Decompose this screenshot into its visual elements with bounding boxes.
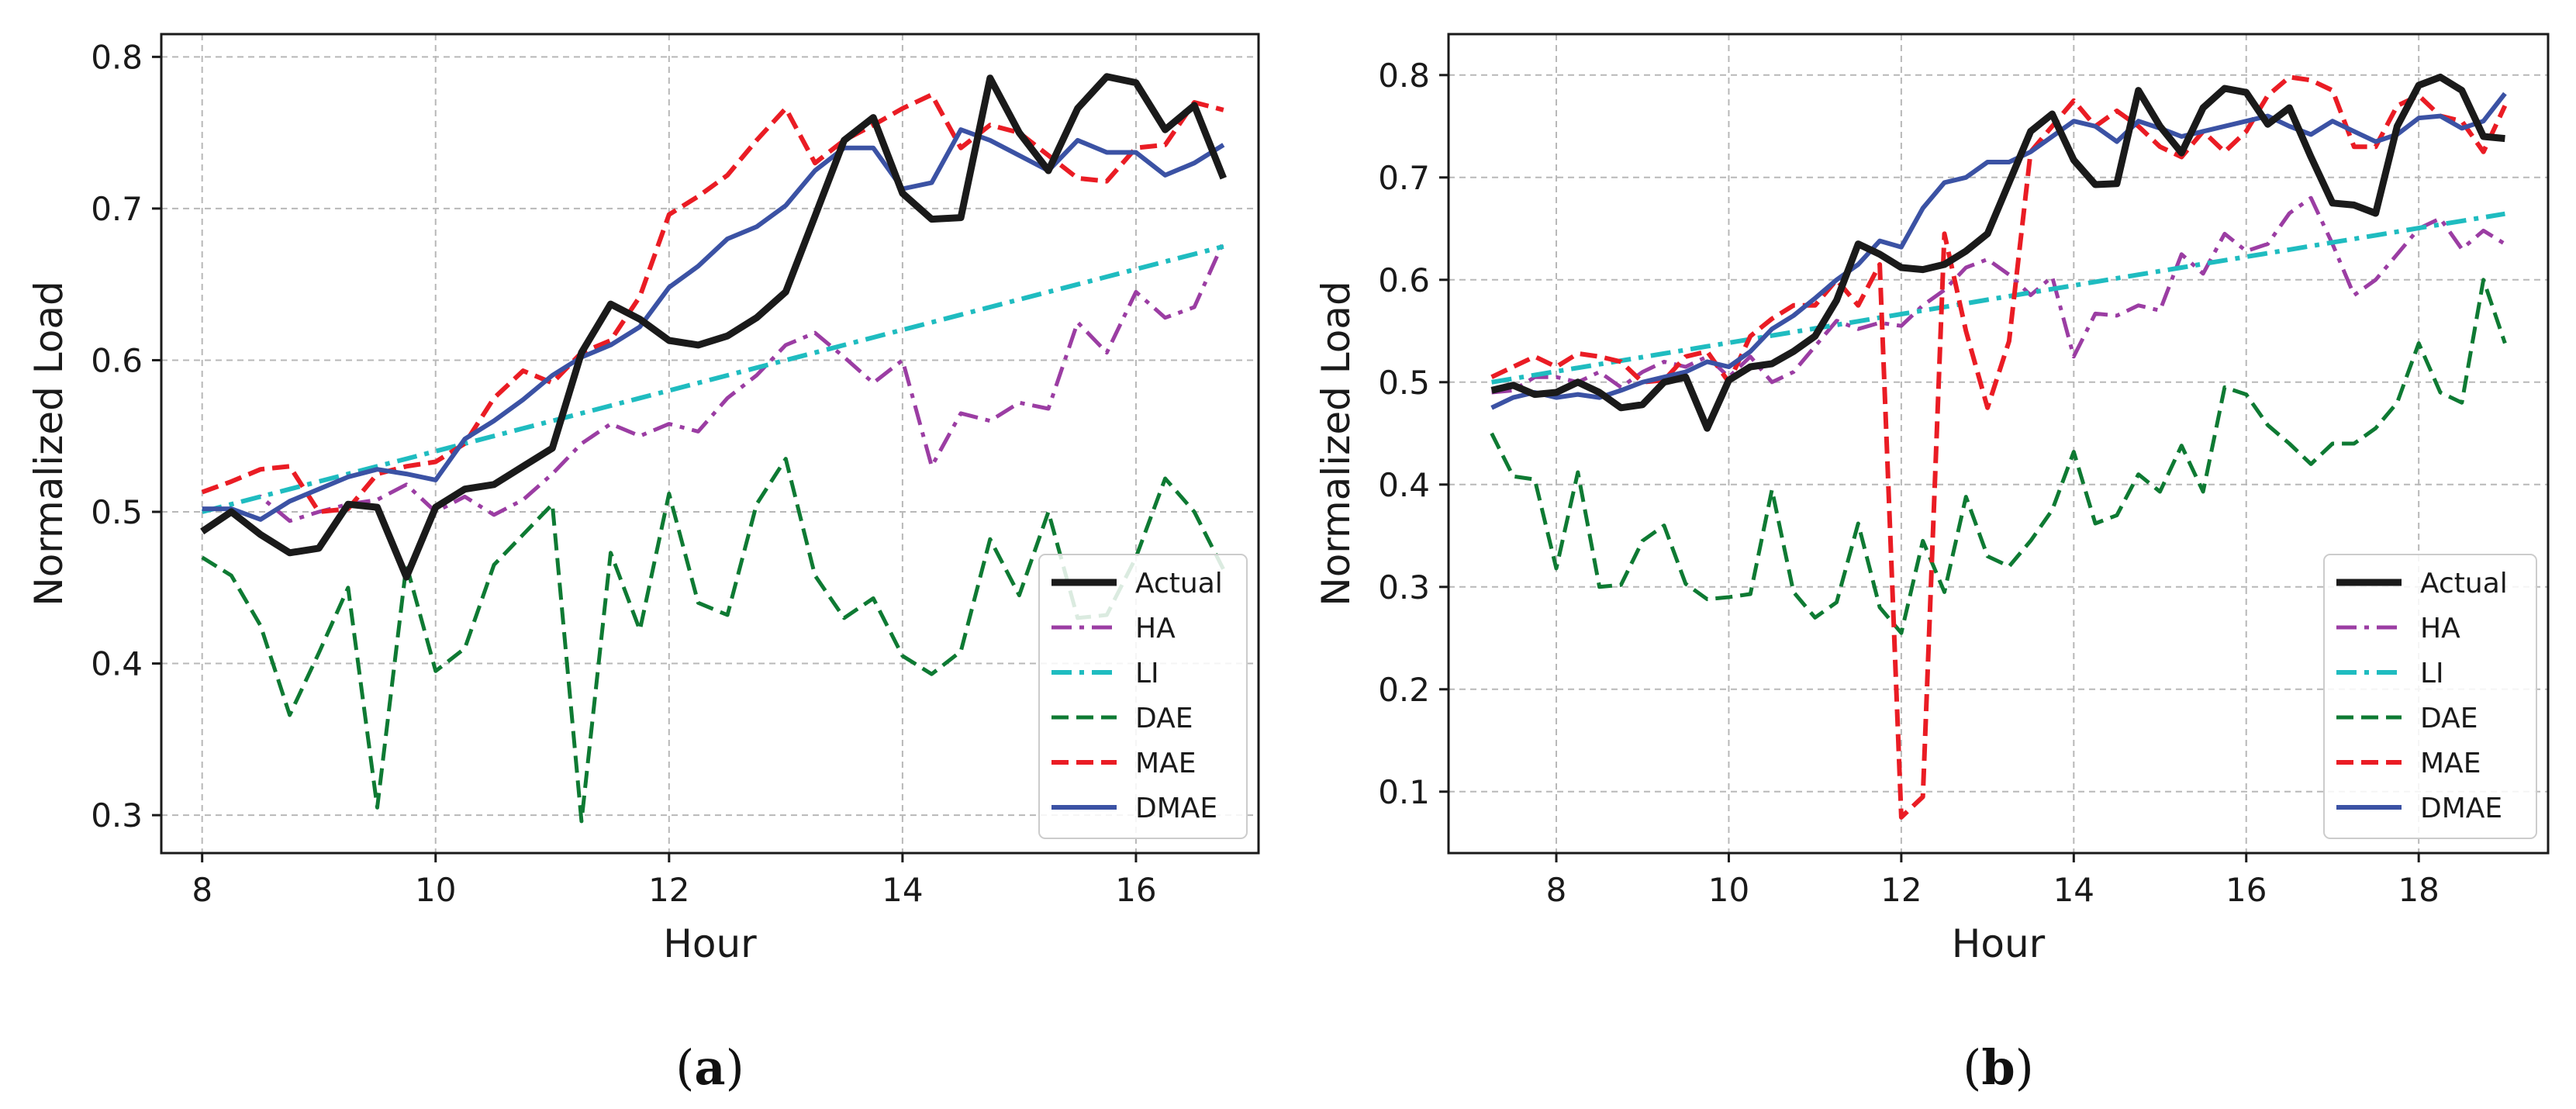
panel-b-series-dae-line <box>1490 278 2507 635</box>
panel-b-y-tick-label: 0.7 <box>1378 159 1430 197</box>
panel-a-y-tick-label: 0.3 <box>91 796 143 834</box>
panel-a-legend: Actual HA LI DAE MAE DMAE <box>1038 554 1248 839</box>
panel-b-caption: (b) <box>1963 1039 2034 1096</box>
panel-a-x-tick-label: 12 <box>648 871 689 909</box>
panel-a-ticks: 8 10 12 14 16 0.3 0.4 0.5 0.6 0.7 0.8 <box>91 38 1156 909</box>
panel-a-series-dae-line <box>201 457 1226 824</box>
panel-b-ticks: 8 10 12 14 16 18 0.1 0.2 0.3 0.4 0.5 0.6 0.7 0.8 <box>1378 57 2440 909</box>
panel-a-series-actual-line <box>200 73 1227 581</box>
panel-a-legend-mae-label: MAE <box>1135 748 1196 779</box>
panel-a-y-tick-label: 0.6 <box>91 341 143 379</box>
panel-b-series <box>1490 73 2508 820</box>
panel-b-legend-dmae-label: DMAE <box>2420 793 2502 824</box>
panel-a-y-tick-label: 0.8 <box>91 38 143 76</box>
panel-b-y-tick-label: 0.3 <box>1378 568 1430 606</box>
panel-b-series-ha-line <box>1491 195 2506 395</box>
panel-a-legend-actual-label: Actual <box>1135 568 1223 599</box>
panel-a-legend-dae-label: DAE <box>1135 703 1193 734</box>
panel-b-y-tick-label: 0.8 <box>1378 57 1430 95</box>
panel-a-x-tick-label: 10 <box>415 871 456 909</box>
panel-a-legend-ha-label: HA <box>1135 613 1176 644</box>
panel-b-series-dmae-line <box>1490 92 2507 410</box>
panel-a-y-tick-label: 0.4 <box>91 645 143 683</box>
panel-a-x-tick-label: 14 <box>882 871 923 909</box>
panel-b-y-tick-label: 0.5 <box>1378 364 1430 402</box>
panel-b-y-axis-label: Normalized Load <box>1314 281 1359 606</box>
panel-b-legend: Actual HA LI DAE MAE DMAE <box>2323 554 2537 839</box>
panel-a-x-axis-label: Hour <box>663 921 757 966</box>
panel-b-y-tick-label: 0.1 <box>1378 773 1430 811</box>
panel-a-series-ha-line <box>202 240 1226 523</box>
panel-a: 8 10 12 14 16 0.3 0.4 0.5 0.6 0.7 0.8 Hour Normali… <box>26 33 1260 1096</box>
panel-b-x-tick-label: 10 <box>1708 871 1749 909</box>
panel-b-legend-dae-label: DAE <box>2420 703 2478 734</box>
panel-b-legend-mae-label: MAE <box>2420 748 2481 779</box>
panel-b: 8 10 12 14 16 18 0.1 0.2 0.3 0.4 0.5 0.6 0.7 0.8 Hour… <box>1314 33 2550 1096</box>
panel-b-legend-ha-label: HA <box>2420 613 2460 644</box>
panel-b-series-li-line <box>1491 211 2505 385</box>
panel-a-plot-frame <box>160 33 1260 855</box>
panel-b-x-tick-label: 18 <box>2398 871 2439 909</box>
panel-a-y-tick-label: 0.7 <box>91 190 143 228</box>
panel-a-series <box>200 73 1227 824</box>
panel-b-x-axis-label: Hour <box>1952 921 2046 966</box>
panel-a-legend-dmae-label: DMAE <box>1135 793 1217 824</box>
panel-b-y-tick-label: 0.6 <box>1378 261 1430 299</box>
panel-a-x-tick-label: 8 <box>192 871 212 909</box>
panel-b-x-tick-label: 12 <box>1880 871 1922 909</box>
panel-b-y-tick-label: 0.2 <box>1378 671 1430 709</box>
panel-b-series-actual-line <box>1490 73 2505 432</box>
panel-a-caption: (a) <box>675 1039 744 1096</box>
panel-b-x-tick-label: 14 <box>2053 871 2094 909</box>
panel-a-y-axis-label: Normalized Load <box>26 281 71 606</box>
panel-a-series-li-line <box>201 244 1224 514</box>
panel-b-x-tick-label: 8 <box>1546 871 1567 909</box>
panel-b-plot-frame <box>1447 33 2550 855</box>
panel-a-x-tick-label: 16 <box>1115 871 1156 909</box>
panel-b-x-tick-label: 16 <box>2226 871 2267 909</box>
panel-b-legend-li-label: LI <box>2420 658 2444 689</box>
panel-b-legend-actual-label: Actual <box>2420 568 2508 599</box>
panel-a-legend-li-label: LI <box>1135 658 1159 689</box>
panel-a-legend-box <box>1038 554 1248 839</box>
panel-b-series-mae-line <box>1490 74 2508 820</box>
panel-a-y-tick-label: 0.5 <box>91 493 143 531</box>
panel-b-y-tick-label: 0.4 <box>1378 466 1430 504</box>
